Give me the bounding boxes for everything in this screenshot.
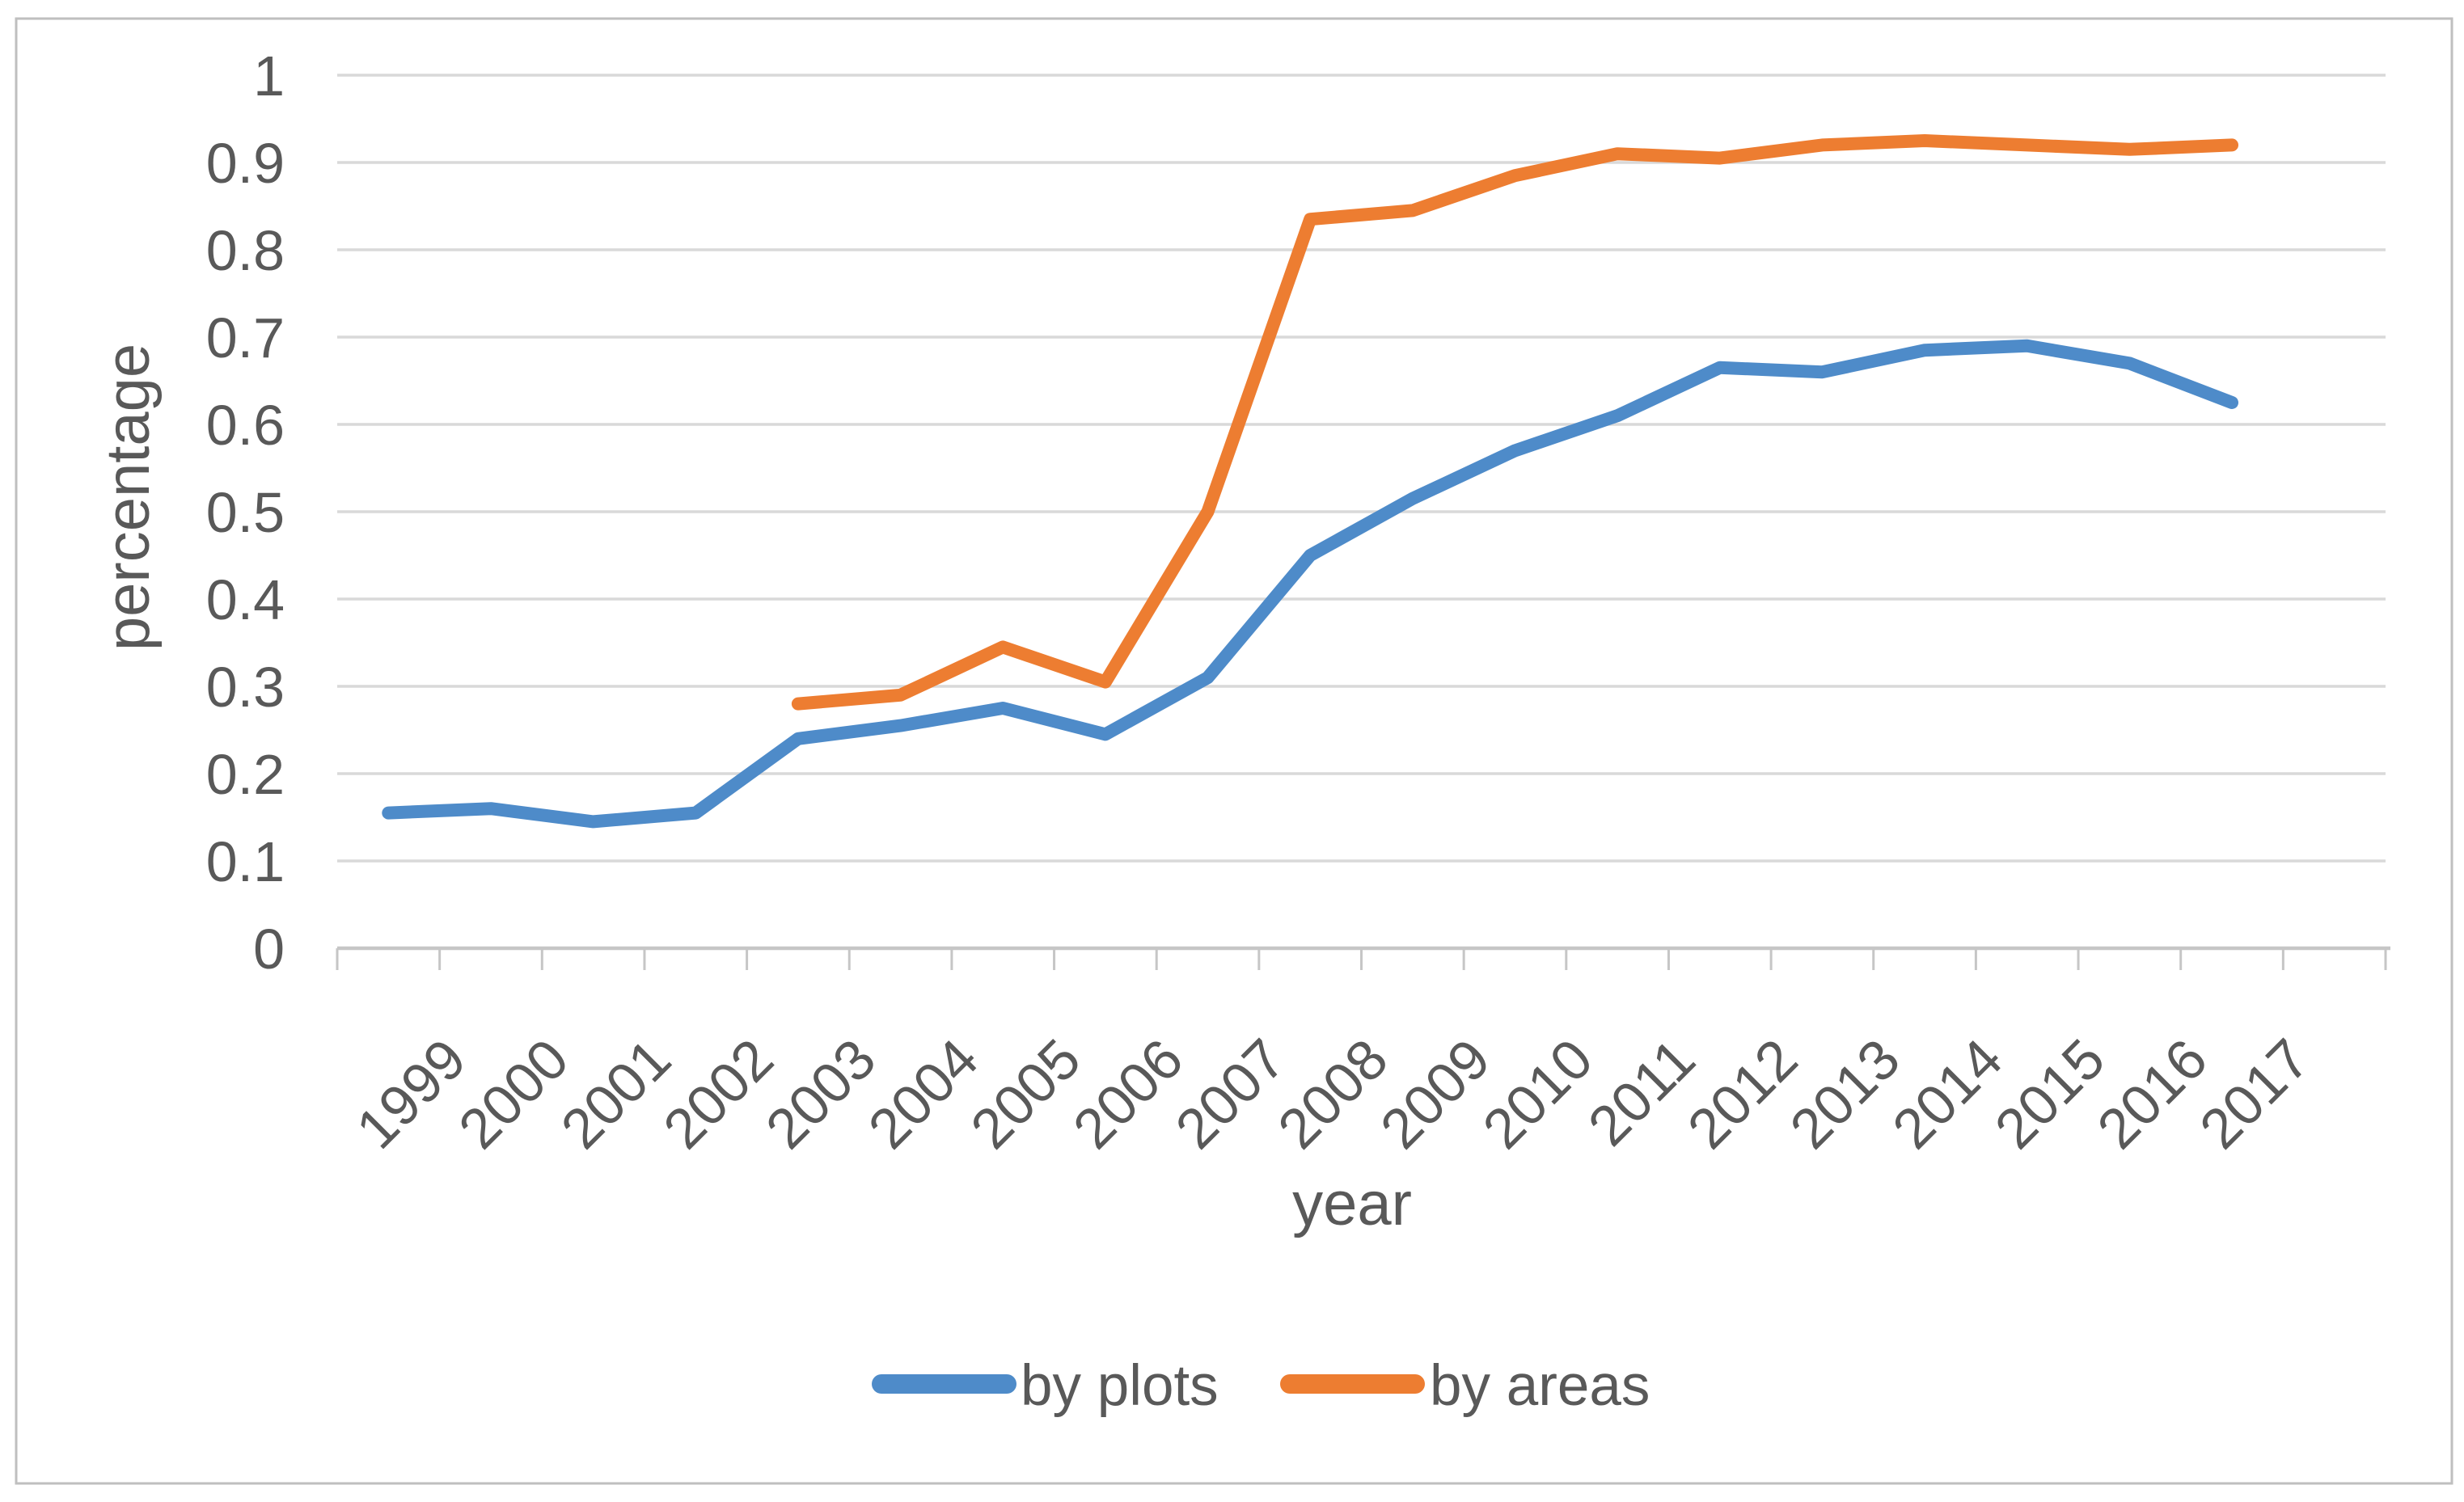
x-tick-label: 2004 bbox=[856, 1027, 990, 1160]
x-tick-label: 2002 bbox=[652, 1027, 785, 1160]
series-group bbox=[382, 134, 2238, 829]
x-tick-label: 2005 bbox=[959, 1027, 1093, 1160]
x-tick-label: 2010 bbox=[1471, 1027, 1604, 1160]
y-tick-label: 0.1 bbox=[206, 830, 285, 893]
y-tick-label: 0.8 bbox=[206, 219, 285, 282]
x-tick-label: 2001 bbox=[549, 1027, 683, 1160]
x-axis-title: year bbox=[1292, 1170, 1412, 1238]
x-tick-label: 1999 bbox=[344, 1027, 478, 1160]
x-tick-label: 2007 bbox=[1164, 1027, 1297, 1160]
y-tick-label: 0.3 bbox=[206, 656, 285, 719]
series-line-by-plots bbox=[382, 339, 2238, 829]
y-tick-label: 1 bbox=[253, 44, 285, 108]
y-tick-label: 0.5 bbox=[206, 481, 285, 544]
x-tick-label: 2012 bbox=[1676, 1027, 1809, 1160]
x-tick-label: 2008 bbox=[1266, 1027, 1400, 1160]
x-tick-label: 2003 bbox=[754, 1027, 887, 1160]
y-axis-title: percentage bbox=[94, 344, 163, 651]
y-tick-label: 0.4 bbox=[206, 568, 285, 631]
legend-group: by plots by areas bbox=[872, 1354, 1650, 1418]
gridlines-group bbox=[337, 74, 2386, 863]
x-tick-label: 2013 bbox=[1778, 1027, 1912, 1160]
axis-group bbox=[336, 946, 2390, 970]
x-tick-label: 2009 bbox=[1368, 1027, 1502, 1160]
y-tick-label: 0 bbox=[253, 918, 285, 981]
x-tick-label: 2014 bbox=[1880, 1027, 2014, 1160]
y-tick-label: 0.6 bbox=[206, 394, 285, 457]
legend-label-by-plots: by plots bbox=[1021, 1354, 1219, 1418]
y-tick-label: 0.2 bbox=[206, 743, 285, 806]
x-tick-label: 2000 bbox=[446, 1027, 580, 1160]
x-tick-label: 2011 bbox=[1576, 1027, 1707, 1158]
x-tick-labels-group: 1999200020012002200320042005200620072008… bbox=[344, 1027, 2322, 1160]
x-tick-label: 2006 bbox=[1061, 1027, 1194, 1160]
y-tick-labels-group: 0 0.1 0.2 0.3 0.4 0.5 0.6 0.7 0.8 0.9 1 bbox=[206, 44, 285, 981]
x-tick-label: 2015 bbox=[1983, 1027, 2116, 1160]
legend-label-by-areas: by areas bbox=[1430, 1354, 1650, 1418]
series-line-by-areas bbox=[791, 134, 2238, 711]
figure-border bbox=[15, 17, 2453, 1485]
y-tick-label: 0.7 bbox=[206, 306, 285, 369]
y-tick-label: 0.9 bbox=[206, 132, 285, 195]
x-tick-label: 2017 bbox=[2187, 1027, 2321, 1160]
x-tick-label: 2016 bbox=[2086, 1027, 2219, 1160]
